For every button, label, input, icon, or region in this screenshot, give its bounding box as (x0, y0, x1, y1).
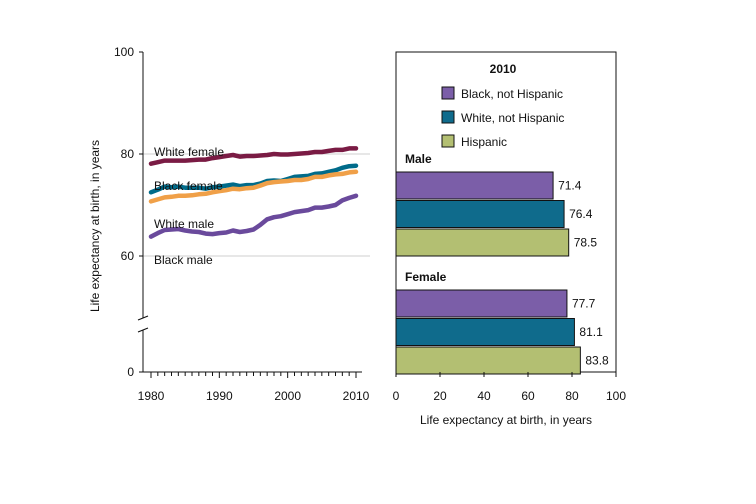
label-black-male: Black male (154, 253, 213, 267)
bar-chart: 2010 Black, not Hispanic White, not Hispa… (393, 51, 626, 427)
legend-label-1: White, not Hispanic (461, 111, 564, 125)
bar-value-label-male-0: 71.4 (558, 179, 582, 193)
line-chart-y-axis-title: Life expectancy at birth, in years (88, 140, 102, 312)
x-tick-label-2010: 2010 (343, 389, 370, 403)
label-white-female: White female (154, 145, 224, 159)
bar-chart-x-axis-title: Life expectancy at birth, in years (420, 413, 592, 427)
bar-x-tick-label-0: 0 (393, 389, 400, 403)
line-chart-y-ticks: 0 60 80 100 (114, 45, 143, 379)
bar-value-label-female-1: 81.1 (579, 325, 603, 339)
bar-x-tick-label-60: 60 (521, 389, 535, 403)
bar-x-tick-label-40: 40 (477, 389, 491, 403)
bar-male-0 (395, 171, 554, 200)
legend-title: 2010 (490, 62, 517, 76)
bar-chart-bars: 71.4 76.4 78.5 77.7 81.1 83.8 (395, 171, 609, 375)
y-tick-label-100: 100 (114, 45, 134, 59)
line-chart-x-ticks: 1980 1990 2000 2010 (138, 372, 370, 403)
bar-value-label-female-0: 77.7 (572, 297, 596, 311)
bar-x-tick-label-100: 100 (606, 389, 626, 403)
bar-value-label-female-2: 83.8 (585, 354, 609, 368)
legend-swatch-2 (441, 134, 455, 148)
legend-label-0: Black, not Hispanic (461, 87, 563, 101)
y-tick-label-0: 0 (127, 365, 134, 379)
bar-chart-legend: 2010 Black, not Hispanic White, not Hispa… (441, 62, 564, 149)
bar-male-2 (395, 228, 570, 257)
group-label-male: Male (405, 152, 432, 166)
series-line-black-female (148, 163, 359, 195)
line-chart: 0 60 80 100 1980 1990 2000 2010 White female B… (88, 45, 370, 403)
bar-male-1 (395, 200, 565, 228)
x-tick-label-2000: 2000 (274, 389, 301, 403)
group-label-female: Female (405, 270, 447, 284)
bar-x-tick-label-20: 20 (433, 389, 447, 403)
series-line-white-female (148, 146, 359, 166)
label-white-male: White male (154, 217, 214, 231)
bar-female-0 (395, 289, 568, 318)
axis-break-mark-top (137, 315, 149, 321)
legend-swatch-1 (441, 110, 455, 124)
legend-swatch-0 (441, 86, 455, 100)
line-chart-axes (137, 52, 362, 373)
y-tick-label-60: 60 (121, 249, 135, 263)
bar-value-label-male-1: 76.4 (569, 207, 593, 221)
x-tick-label-1980: 1980 (138, 389, 165, 403)
label-black-female: Black female (154, 179, 223, 193)
line-chart-series (148, 146, 359, 239)
bar-female-1 (395, 318, 575, 346)
series-line-white-male (148, 169, 359, 204)
bar-x-tick-label-80: 80 (565, 389, 579, 403)
axis-break-mark-bottom (137, 327, 149, 333)
legend-label-2: Hispanic (461, 135, 507, 149)
series-line-black-male (148, 193, 359, 239)
x-tick-label-1990: 1990 (206, 389, 233, 403)
bar-chart-x-ticks: 0 20 40 60 80 100 (393, 372, 626, 403)
bar-female-2 (395, 346, 581, 375)
y-tick-label-80: 80 (121, 147, 135, 161)
bar-value-label-male-2: 78.5 (574, 236, 598, 250)
